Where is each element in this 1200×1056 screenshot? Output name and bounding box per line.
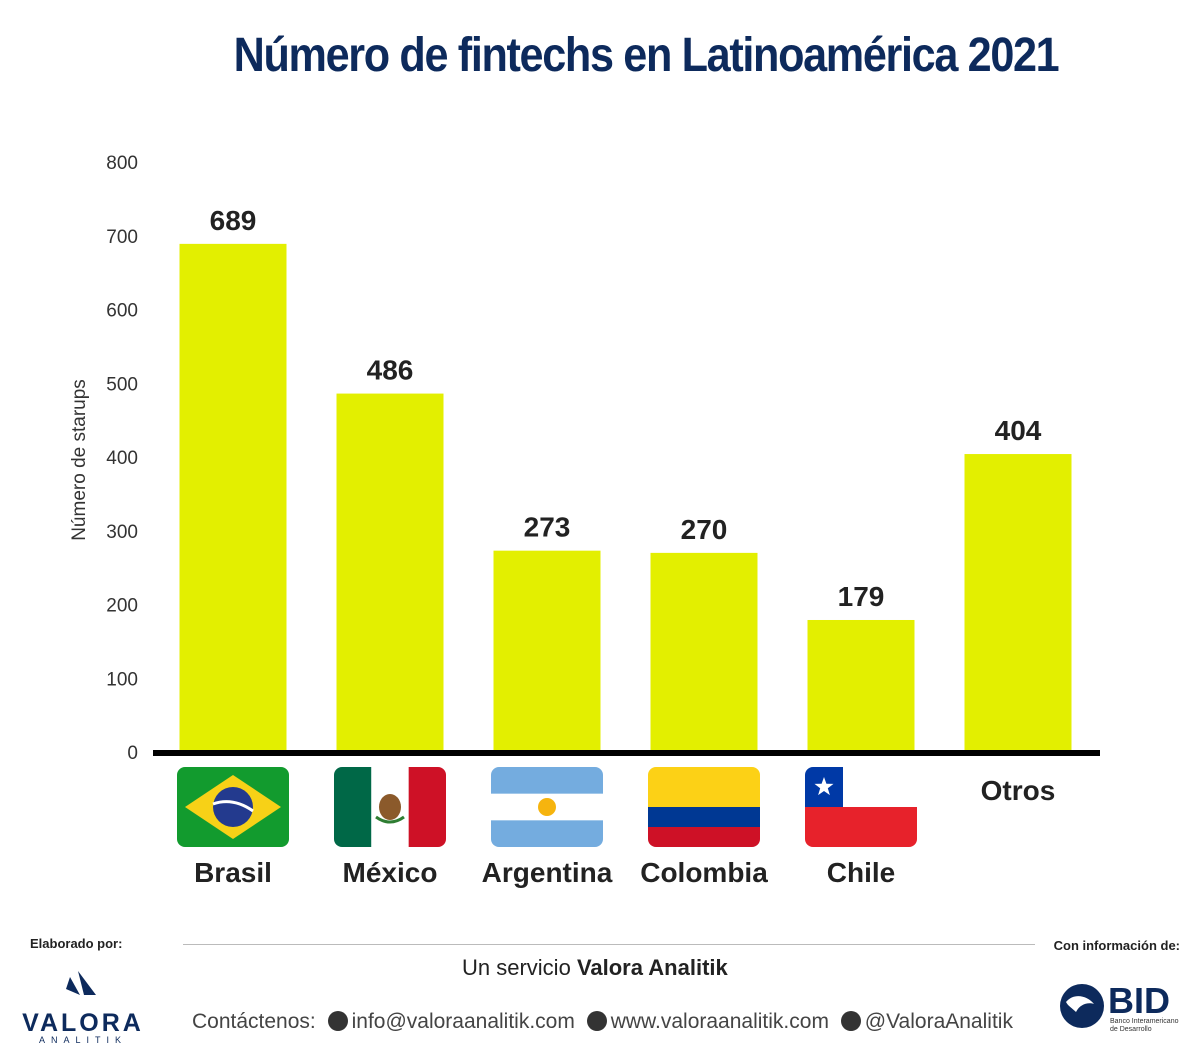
flag-chile-icon (805, 767, 917, 847)
y-tick-label: 800 (106, 153, 138, 174)
service-prefix: Un servicio (462, 955, 571, 980)
bid-globe-icon (1060, 984, 1104, 1028)
contact-website[interactable]: www.valoraanalitik.com (610, 1010, 829, 1033)
bar (336, 393, 444, 752)
bar (650, 552, 758, 752)
bar-value-label: 270 (681, 514, 728, 545)
valora-wordmark: VALORA (22, 1009, 144, 1037)
flag-brazil-icon (177, 767, 289, 847)
contact-line: Contáctenos: info@valoraanalitik.com www… (192, 1010, 1013, 1034)
y-tick-label: 500 (106, 374, 138, 395)
y-axis-label: Número de starups (69, 379, 90, 541)
bar-chart: 0 100 200 300 400 500 600 700 800 689 486 273 270 179… (106, 153, 1100, 888)
bar-value-label: 179 (838, 581, 885, 612)
x-category-label: Colombia (640, 857, 768, 888)
globe-icon (586, 1011, 607, 1031)
x-axis-line (153, 750, 1100, 756)
y-tick-label: 300 (106, 522, 138, 543)
y-tick-label: 0 (127, 743, 138, 764)
x-category-label: Otros (981, 775, 1056, 806)
bar-value-label: 689 (210, 205, 257, 236)
bid-subtitle: Banco Interamericano de Desarrollo (1110, 1018, 1178, 1034)
y-tick-label: 100 (106, 669, 138, 690)
flag-mexico-icon (334, 767, 446, 847)
flag-argentina-icon (491, 767, 603, 847)
x-category-label: Argentina (482, 857, 613, 888)
bid-logo: BID Banco Interamericano de Desarrollo (1058, 980, 1188, 1040)
info-source-label: Con información de: (1053, 938, 1180, 953)
valora-logo: VALORA ANALITIK (18, 965, 148, 1045)
bid-subtitle-line2: de Desarrollo (1110, 1026, 1152, 1033)
service-line: Un servicio Valora Analitik (462, 955, 728, 981)
valora-subtitle: ANALITIK (38, 1035, 127, 1045)
service-brand: Valora Analitik (576, 955, 728, 980)
valora-mark-icon (66, 971, 96, 995)
y-tick-label: 700 (106, 227, 138, 248)
bar (964, 454, 1072, 752)
bar-value-label: 404 (995, 415, 1042, 446)
bar (807, 619, 915, 752)
chart-title: Número de fintechs en Latinoamérica 2021 (233, 29, 1060, 82)
contact-label: Contáctenos: (192, 1010, 316, 1033)
contact-twitter[interactable]: @ValoraAnalitik (864, 1010, 1013, 1033)
flag-colombia-icon (648, 767, 760, 847)
email-icon (327, 1011, 348, 1031)
x-category-label: Chile (827, 857, 895, 888)
y-tick-label: 400 (106, 448, 138, 469)
bid-subtitle-line1: Banco Interamericano (1110, 1018, 1179, 1025)
bar (179, 243, 287, 753)
contact-email[interactable]: info@valoraanalitik.com (351, 1010, 575, 1033)
y-tick-label: 200 (106, 596, 138, 617)
x-category-label: México (343, 857, 438, 888)
footer-divider (183, 944, 1035, 945)
y-tick-label: 600 (106, 301, 138, 322)
bar-value-label: 486 (367, 355, 414, 386)
twitter-icon (840, 1011, 861, 1031)
bar (493, 550, 601, 752)
x-category-label: Brasil (194, 857, 272, 888)
bar-value-label: 273 (524, 512, 571, 543)
made-by-label: Elaborado por: (30, 936, 123, 951)
bid-wordmark: BID (1108, 980, 1170, 1021)
